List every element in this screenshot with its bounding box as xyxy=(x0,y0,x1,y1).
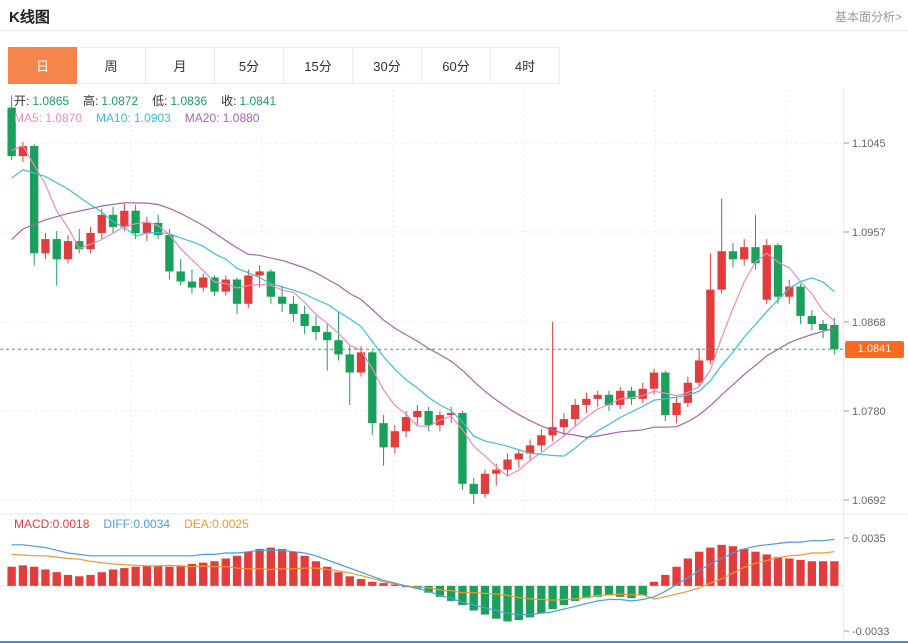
bottom-divider xyxy=(0,641,908,643)
svg-text:0.0035: 0.0035 xyxy=(852,533,886,545)
open-value: 1.0865 xyxy=(32,94,70,108)
ohlc-close: 收: 1.0841 xyxy=(221,92,276,109)
fundamental-analysis-link[interactable]: 基本面分析> xyxy=(834,10,902,24)
svg-text:1.0692: 1.0692 xyxy=(852,495,886,507)
tab-5分[interactable]: 5分 xyxy=(215,47,284,84)
high-value: 1.0872 xyxy=(101,94,139,108)
ma-legend: MA5: 1.0870 MA10: 1.0903 MA20: 1.0880 xyxy=(14,111,259,125)
ohlc-low: 低: 1.0836 xyxy=(152,92,207,109)
ohlc-open: 开: 1.0865 xyxy=(14,92,69,109)
ohlc-legend: 开: 1.0865 高: 1.0872 低: 1.0836 收: 1.0841 xyxy=(14,92,276,109)
tab-日[interactable]: 日 xyxy=(8,47,77,84)
tab-15分[interactable]: 15分 xyxy=(284,47,353,84)
svg-text:1.0868: 1.0868 xyxy=(852,317,886,329)
low-value: 1.0836 xyxy=(170,94,208,108)
tab-4时[interactable]: 4时 xyxy=(491,47,560,84)
high-label: 高: xyxy=(83,94,99,108)
dea-value: DEA:0.0025 xyxy=(184,517,249,531)
ma20-legend: MA20: 1.0880 xyxy=(184,111,260,125)
interval-tabs: 日周月 5分 15分 30分 60分 4时 xyxy=(8,47,560,84)
tab-周[interactable]: 周 xyxy=(77,47,146,84)
ohlc-high: 高: 1.0872 xyxy=(83,92,138,109)
svg-text:1.0780: 1.0780 xyxy=(852,406,886,418)
diff-value: DIFF:0.0034 xyxy=(103,517,171,531)
macd-legend: MACD:0.0018 DIFF:0.0034 DEA:0.0025 xyxy=(14,517,249,531)
macd-value: MACD:0.0018 xyxy=(14,517,90,531)
open-label: 开: xyxy=(14,94,30,108)
low-label: 低: xyxy=(152,94,168,108)
tab-30分[interactable]: 30分 xyxy=(353,47,422,84)
header: K线图 基本面分析> xyxy=(0,0,908,31)
close-value: 1.0841 xyxy=(239,94,277,108)
page-title: K线图 xyxy=(9,9,50,26)
svg-text:1.1045: 1.1045 xyxy=(852,138,886,150)
close-label: 收: xyxy=(221,94,237,108)
ma5-legend: MA5: 1.0870 xyxy=(14,111,83,125)
svg-text:1.0957: 1.0957 xyxy=(852,227,886,239)
svg-text:-0.0033: -0.0033 xyxy=(852,626,889,638)
ma10-legend: MA10: 1.0903 xyxy=(96,111,171,125)
tab-60分[interactable]: 60分 xyxy=(422,47,491,84)
tab-月[interactable]: 月 xyxy=(146,47,215,84)
current-price-tag: 1.0841 xyxy=(845,340,904,358)
